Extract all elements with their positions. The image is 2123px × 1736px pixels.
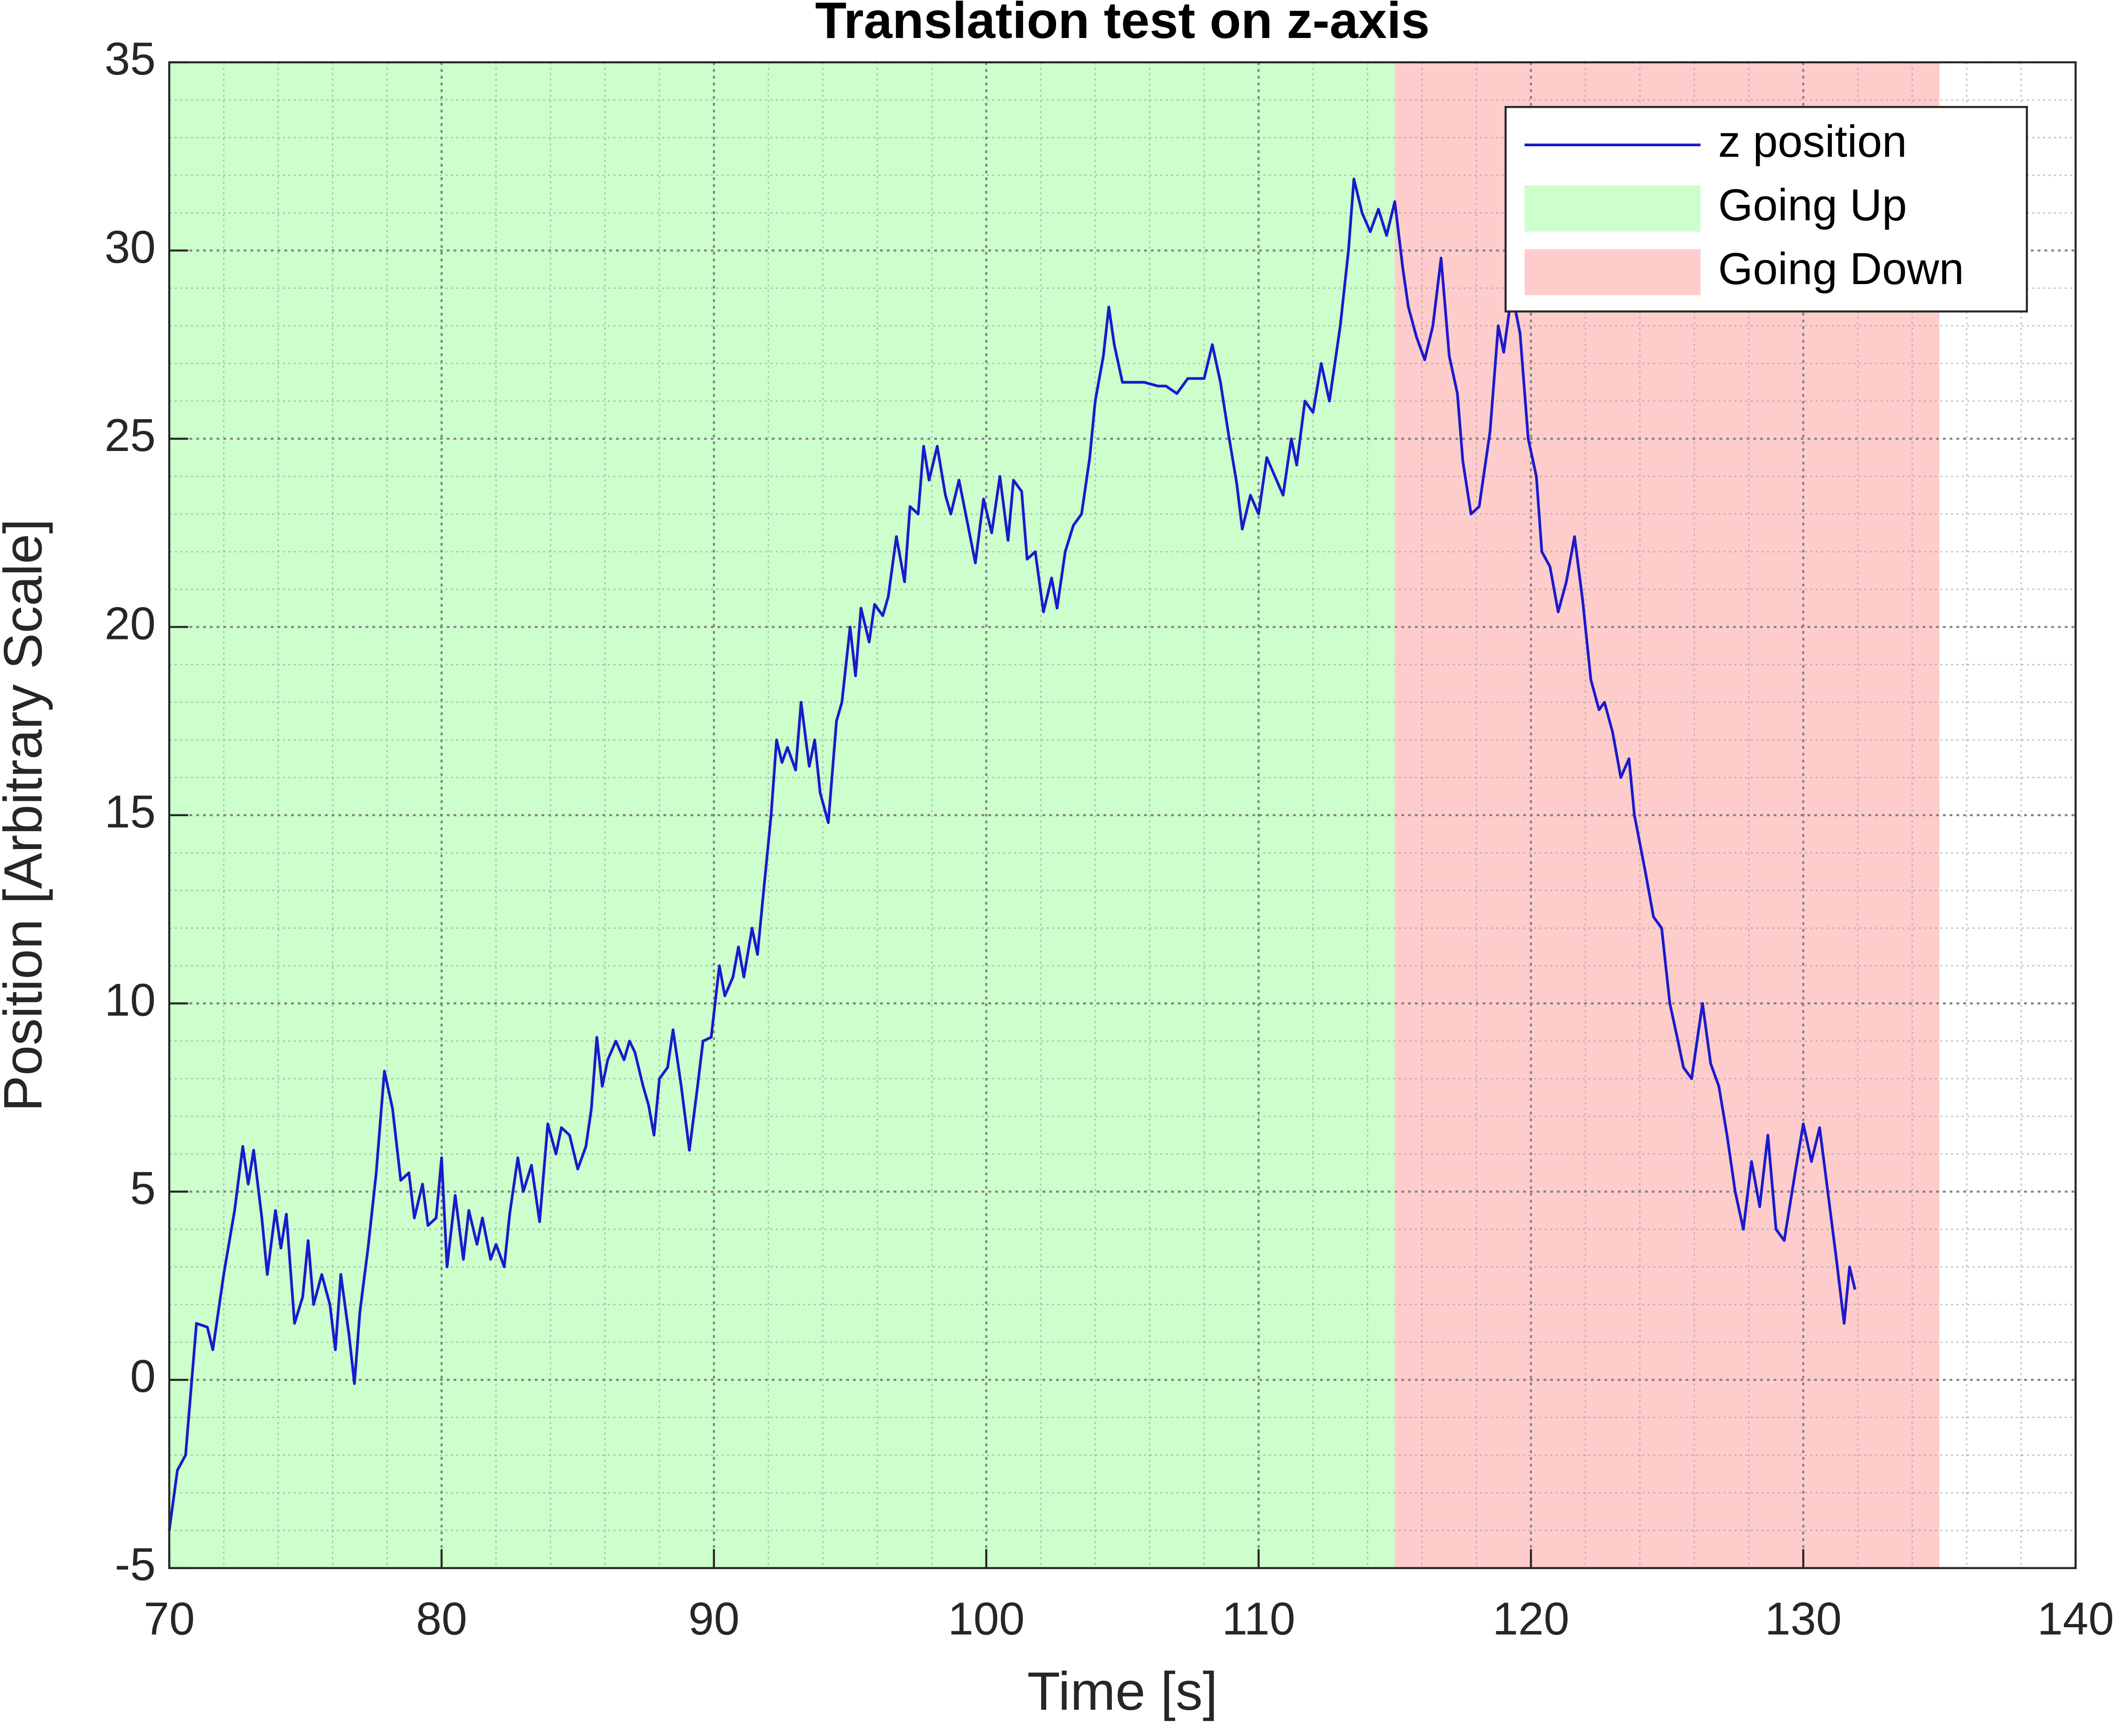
x-axis-label: Time [s] xyxy=(1027,1661,1217,1721)
legend-swatch xyxy=(1524,185,1701,232)
x-tick-label: 140 xyxy=(2037,1593,2114,1644)
chart-title: Translation test on z-axis xyxy=(815,0,1430,49)
x-tick-label: 100 xyxy=(948,1593,1025,1644)
y-tick-label: 5 xyxy=(130,1162,156,1214)
x-tick-label: 90 xyxy=(688,1593,739,1644)
y-tick-label: 20 xyxy=(105,597,156,649)
y-tick-label: 35 xyxy=(105,33,156,84)
x-tick-label: 130 xyxy=(1765,1593,1842,1644)
x-tick-label: 110 xyxy=(1222,1593,1296,1644)
y-tick-label: 15 xyxy=(105,786,156,837)
plot-frame xyxy=(168,61,2077,1569)
y-tick-label: 25 xyxy=(105,409,156,461)
y-tick-label: 10 xyxy=(105,974,156,1025)
data-line xyxy=(168,177,1857,1531)
legend-swatch xyxy=(1524,249,1701,295)
x-tick-label: 80 xyxy=(416,1593,467,1644)
y-tick-label: -5 xyxy=(115,1539,156,1590)
y-axis-label: Position [Arbitrary Scale] xyxy=(0,519,53,1112)
legend-label: Going Up xyxy=(1718,180,1907,230)
x-tick-label: 120 xyxy=(1493,1593,1569,1644)
y-tick-label: 0 xyxy=(130,1350,156,1402)
legend: z position Going Up Going Down xyxy=(1504,106,2028,313)
legend-label: Going Down xyxy=(1718,244,1964,294)
legend-label: z position xyxy=(1718,117,1907,166)
x-tick-label: 70 xyxy=(143,1593,195,1644)
y-tick-label: 30 xyxy=(105,221,156,272)
